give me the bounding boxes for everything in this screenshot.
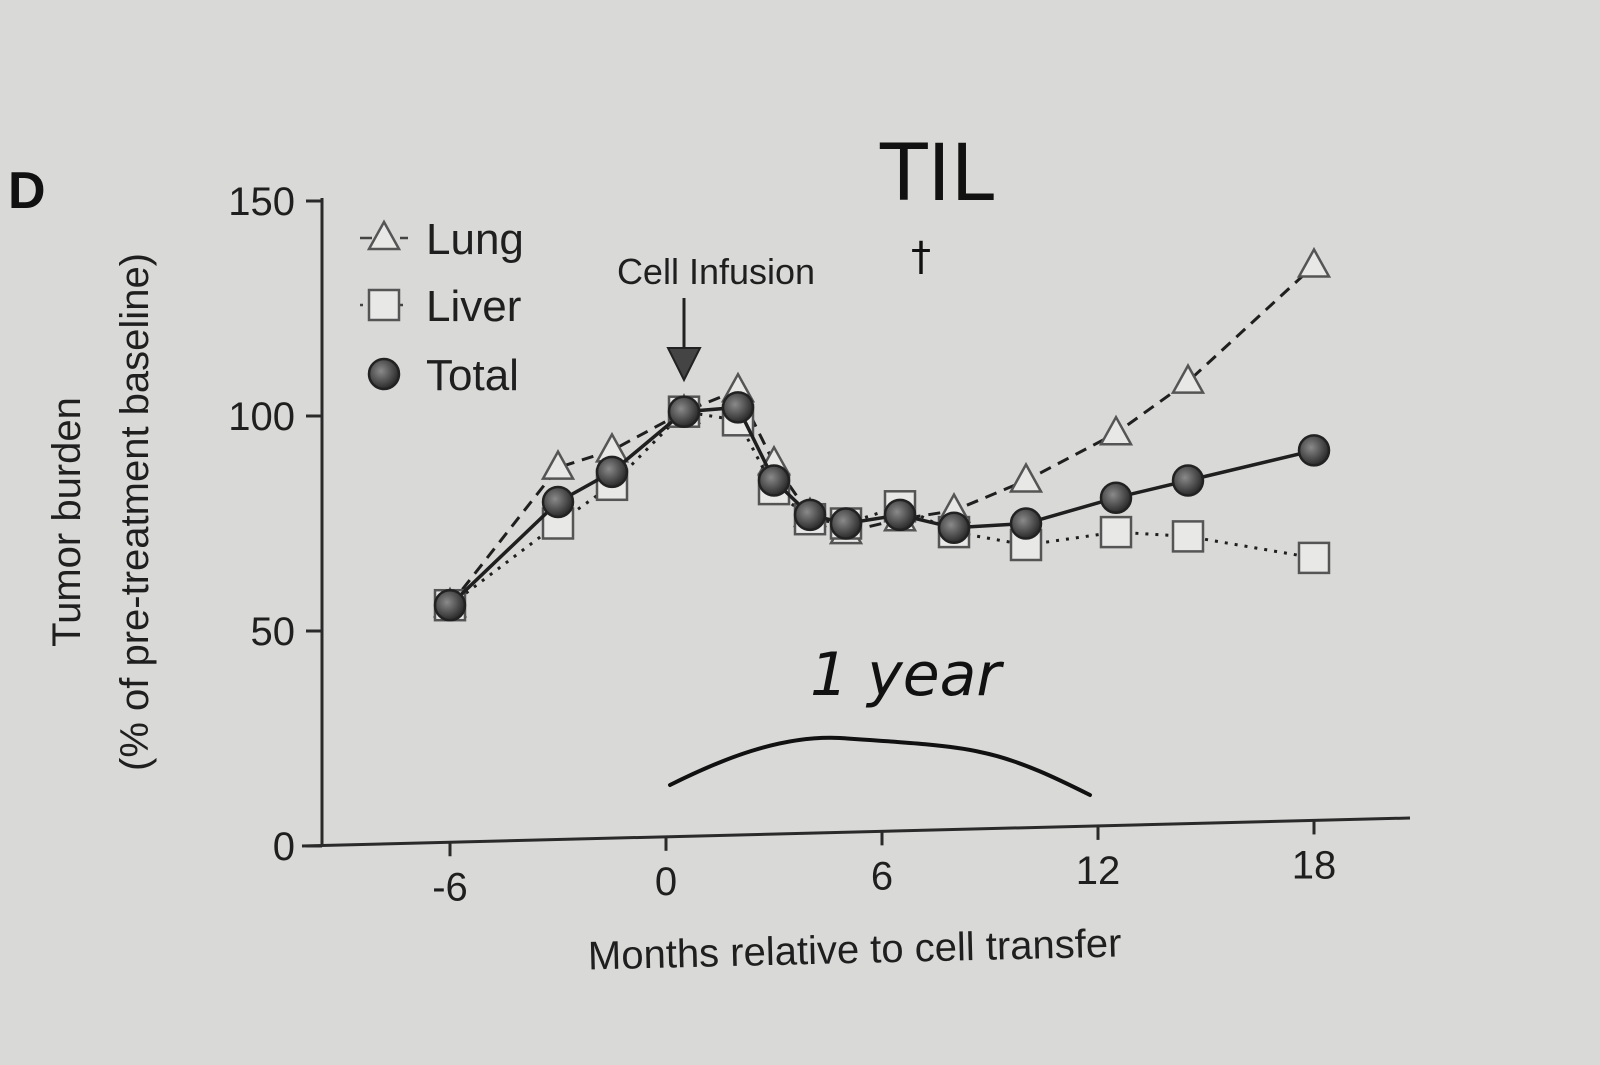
x-tick-label: -6 <box>432 865 468 909</box>
x-axis-title: Months relative to cell transfer <box>587 921 1121 978</box>
series-total-point <box>829 507 863 540</box>
x-tick-label: 12 <box>1076 849 1121 893</box>
legend-item-liver: Liver <box>360 282 521 331</box>
series-total-point <box>757 464 791 497</box>
series-lung-point <box>1008 461 1044 493</box>
y-axis-title: Tumor burden (% of pre-treatment baselin… <box>45 253 157 771</box>
series-liver-point <box>1297 541 1331 575</box>
series-total-point <box>1171 464 1205 497</box>
series-total-point <box>433 588 467 622</box>
handwritten-title: TIL <box>879 129 995 219</box>
series-total-point <box>541 485 575 519</box>
arrow-head <box>666 347 702 383</box>
series-total-point <box>883 498 917 532</box>
legend-marker-lung <box>366 219 402 251</box>
legend-label-lung: Lung <box>426 215 524 264</box>
series-lung-point <box>1296 246 1332 278</box>
series-lung-point <box>1098 414 1134 446</box>
series-liver-point <box>1171 520 1205 553</box>
series-liver-line <box>449 410 1315 607</box>
series-total-point <box>793 498 827 532</box>
series-lung <box>432 246 1332 618</box>
series-liver-point <box>1099 515 1133 549</box>
handwritten-mark: † <box>911 234 931 280</box>
x-tick-label: 0 <box>655 860 677 904</box>
legend-label-liver: Liver <box>426 282 521 331</box>
handwritten-curve <box>668 735 1092 797</box>
series-lung-point <box>540 449 576 480</box>
series-total-point <box>1009 507 1043 540</box>
y-axis-title-line1: Tumor burden <box>45 397 89 647</box>
y-ticks: 0 50 100 150 <box>228 180 322 869</box>
cell-infusion-label: Cell Infusion <box>617 251 815 292</box>
cell-infusion-arrow <box>666 298 702 383</box>
series-total-point <box>1297 434 1331 467</box>
series-total-point <box>937 511 971 545</box>
y-tick-label: 0 <box>273 825 295 869</box>
y-tick-label: 50 <box>251 610 296 654</box>
x-axis-line <box>301 816 1411 848</box>
x-tick-label: 6 <box>871 854 893 898</box>
x-ticks: -6 0 6 12 18 <box>432 820 1336 909</box>
series-total-point <box>667 395 701 428</box>
series-lung-point <box>1170 363 1206 394</box>
cell-infusion-annotation: Cell Infusion <box>617 251 815 383</box>
legend-marker-liver <box>367 288 401 322</box>
series-layer <box>432 246 1332 622</box>
legend-item-total: Total <box>367 351 519 400</box>
axes <box>301 198 1411 848</box>
series-total-point <box>595 455 629 489</box>
series-total <box>433 391 1331 622</box>
series-total-point <box>721 391 755 424</box>
legend: Lung Liver Total <box>360 215 524 400</box>
series-total-point <box>1099 481 1133 514</box>
series-lung-line <box>448 264 1316 607</box>
legend-label-total: Total <box>426 351 519 400</box>
y-tick-label: 150 <box>228 180 295 224</box>
legend-marker-total <box>367 357 401 391</box>
y-axis-title-line2: (% of pre-treatment baseline) <box>113 253 157 771</box>
legend-item-lung: Lung <box>360 215 524 264</box>
y-tick-label: 100 <box>228 395 295 439</box>
x-tick-label: 18 <box>1292 843 1337 887</box>
handwritten-note: 1 year <box>810 640 1004 710</box>
panel-label: D <box>8 162 46 220</box>
